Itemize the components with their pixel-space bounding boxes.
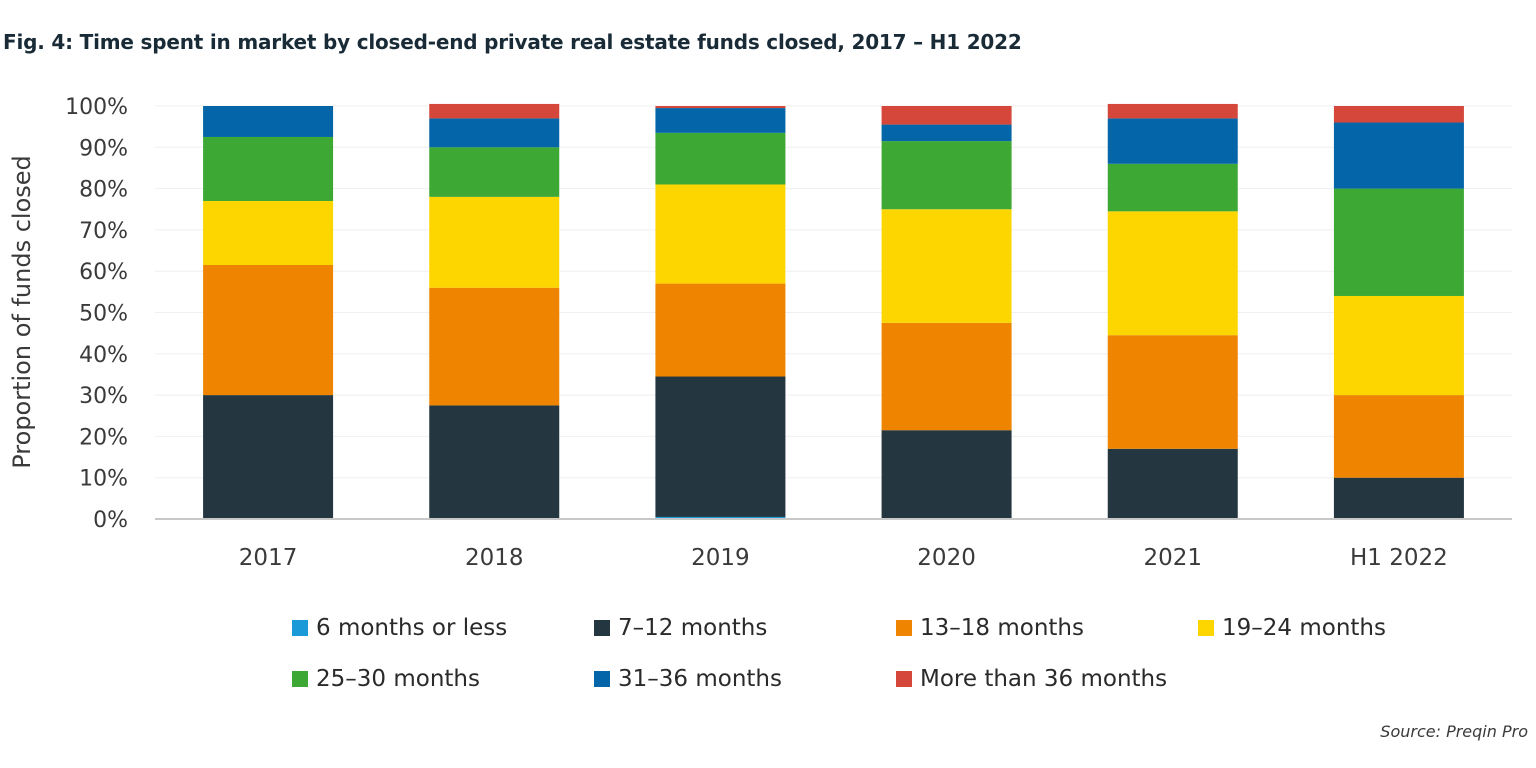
- bar-segment: [1107, 211, 1238, 336]
- bar-segment: [1333, 477, 1464, 519]
- y-tick-label: 70%: [79, 219, 128, 244]
- bar-segment: [1333, 395, 1464, 478]
- bar-segment: [1107, 103, 1238, 119]
- bar-segment: [881, 124, 1012, 142]
- x-tick-label: 2017: [239, 545, 298, 571]
- bar-segment: [203, 136, 334, 201]
- bar-segment: [1333, 122, 1464, 189]
- x-tick-label: 2018: [465, 545, 524, 571]
- y-tick-label: 100%: [65, 95, 128, 120]
- y-tick-label: 60%: [79, 260, 128, 285]
- bar-segment: [1107, 118, 1238, 164]
- source-note: Source: Preqin Pro: [1380, 722, 1528, 741]
- chart-title: Fig. 4: Time spent in market by closed-e…: [3, 30, 1022, 54]
- y-tick-label: 90%: [79, 136, 128, 161]
- bar-segment: [203, 395, 334, 519]
- bar-segment: [881, 141, 1012, 210]
- gridlines: [155, 105, 1512, 479]
- bar-segment: [429, 196, 560, 288]
- bar-segment: [1333, 295, 1464, 396]
- x-tick-label: 2019: [691, 545, 750, 571]
- y-axis-ticks: 0% 10% 20% 30% 40% 50% 60% 70% 80% 90% 100%: [65, 95, 128, 533]
- y-tick-label: 20%: [79, 425, 128, 450]
- bar-segment: [655, 106, 786, 109]
- y-axis-label: Proportion of funds closed: [8, 155, 36, 469]
- bar-segment: [429, 287, 560, 406]
- x-tick-label: H1 2022: [1350, 545, 1448, 571]
- y-tick-label: 0%: [93, 508, 128, 533]
- bar-segment: [203, 106, 334, 137]
- bar-segment: [881, 430, 1012, 519]
- bar-segment: [1107, 163, 1238, 212]
- bar-segment: [1107, 335, 1238, 449]
- y-tick-label: 80%: [79, 178, 128, 203]
- bars: [203, 103, 1464, 519]
- y-tick-label: 10%: [79, 467, 128, 492]
- bar-segment: [203, 265, 334, 396]
- bar-segment: [655, 132, 786, 185]
- bar-segment: [655, 376, 786, 517]
- x-axis-ticks: 2017 2018 2019 2020 2021 H1 2022: [239, 545, 1448, 571]
- bar-segment: [655, 283, 786, 377]
- bar-segment: [429, 147, 560, 197]
- bar-segment: [881, 209, 1012, 323]
- bar-segment: [429, 118, 560, 148]
- y-tick-label: 50%: [79, 302, 128, 327]
- bar-segment: [429, 103, 560, 119]
- bar-segment: [881, 106, 1012, 125]
- bar-segment: [429, 405, 560, 519]
- y-tick-label: 30%: [79, 384, 128, 409]
- bar-segment: [655, 108, 786, 133]
- bar-segment: [655, 184, 786, 284]
- y-tick-label: 40%: [79, 343, 128, 368]
- bar-segment: [655, 516, 786, 519]
- bar-segment: [1107, 448, 1238, 519]
- bar-segment: [881, 322, 1012, 431]
- x-tick-label: 2021: [1143, 545, 1202, 571]
- x-tick-label: 2020: [917, 545, 976, 571]
- bar-segment: [1333, 106, 1464, 123]
- bar-segment: [203, 200, 334, 266]
- bar-segment: [1333, 188, 1464, 296]
